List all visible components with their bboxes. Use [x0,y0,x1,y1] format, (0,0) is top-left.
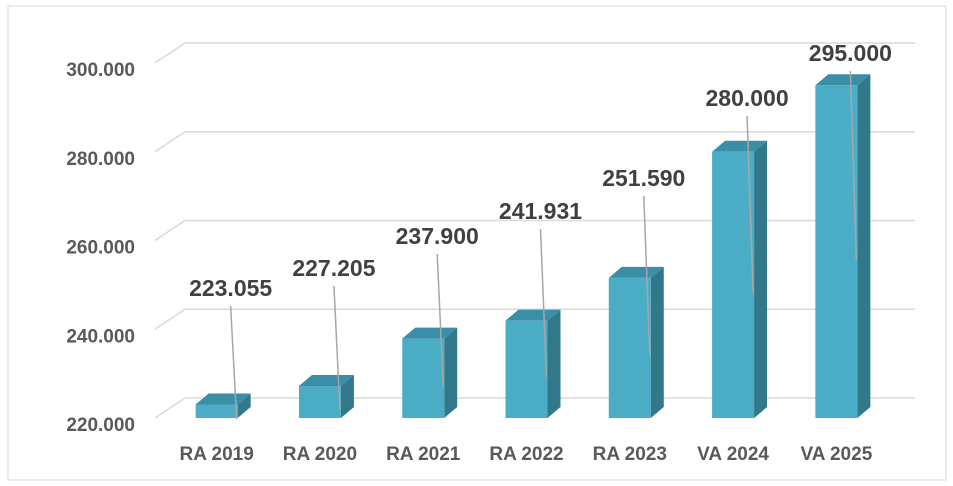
y-tick-label: 220.000 [66,415,135,436]
bar-side [857,74,871,418]
grid-line-side [154,308,186,330]
leader-line [229,305,238,420]
bar [402,338,445,418]
bar [815,85,858,418]
leader-line [333,285,341,411]
leader-line [746,115,754,293]
value-label: 251.590 [602,165,685,191]
x-tick-label: RA 2022 [489,444,563,465]
leader-line [539,228,548,378]
x-tick-label: RA 2021 [386,444,461,465]
grid-line-side [154,42,186,64]
bar [608,277,651,418]
value-label: 223.055 [189,275,272,301]
y-tick-label: 280.000 [66,149,135,170]
grid-line-side [154,131,186,153]
value-label: 295.000 [809,40,892,66]
y-tick-label: 300.000 [66,60,135,81]
bar-side [754,140,768,418]
bar [195,404,238,418]
x-tick-label: RA 2023 [593,444,667,465]
value-label: 237.900 [396,223,479,249]
x-tick-label: RA 2020 [283,444,357,465]
bar-top [195,393,251,405]
bar-side [444,327,458,418]
bar [505,320,548,418]
bar-top [815,74,871,86]
leader-line [643,195,651,356]
bar-side [547,309,561,418]
chart-frame [7,5,947,481]
bar-top [712,140,768,152]
bar [712,151,755,418]
bar-side [340,375,354,418]
bar-top [298,375,354,387]
leader-line [436,253,444,387]
x-tick-label: VA 2025 [800,444,872,465]
x-tick-label: VA 2024 [697,444,769,465]
bar-side [650,266,664,418]
value-label: 280.000 [706,85,789,111]
y-tick-label: 260.000 [66,238,135,259]
value-label: 227.205 [292,255,375,281]
bar-top [608,266,664,278]
leader-line [849,70,858,260]
value-label: 241.931 [499,198,582,224]
bar-top [505,309,561,321]
bar [298,386,341,418]
y-tick-label: 240.000 [66,326,135,347]
grid-line-side [154,219,186,242]
bar-top [402,327,458,339]
x-tick-label: RA 2019 [179,444,253,465]
grid-line-side [154,397,186,419]
bar-side [237,393,251,418]
